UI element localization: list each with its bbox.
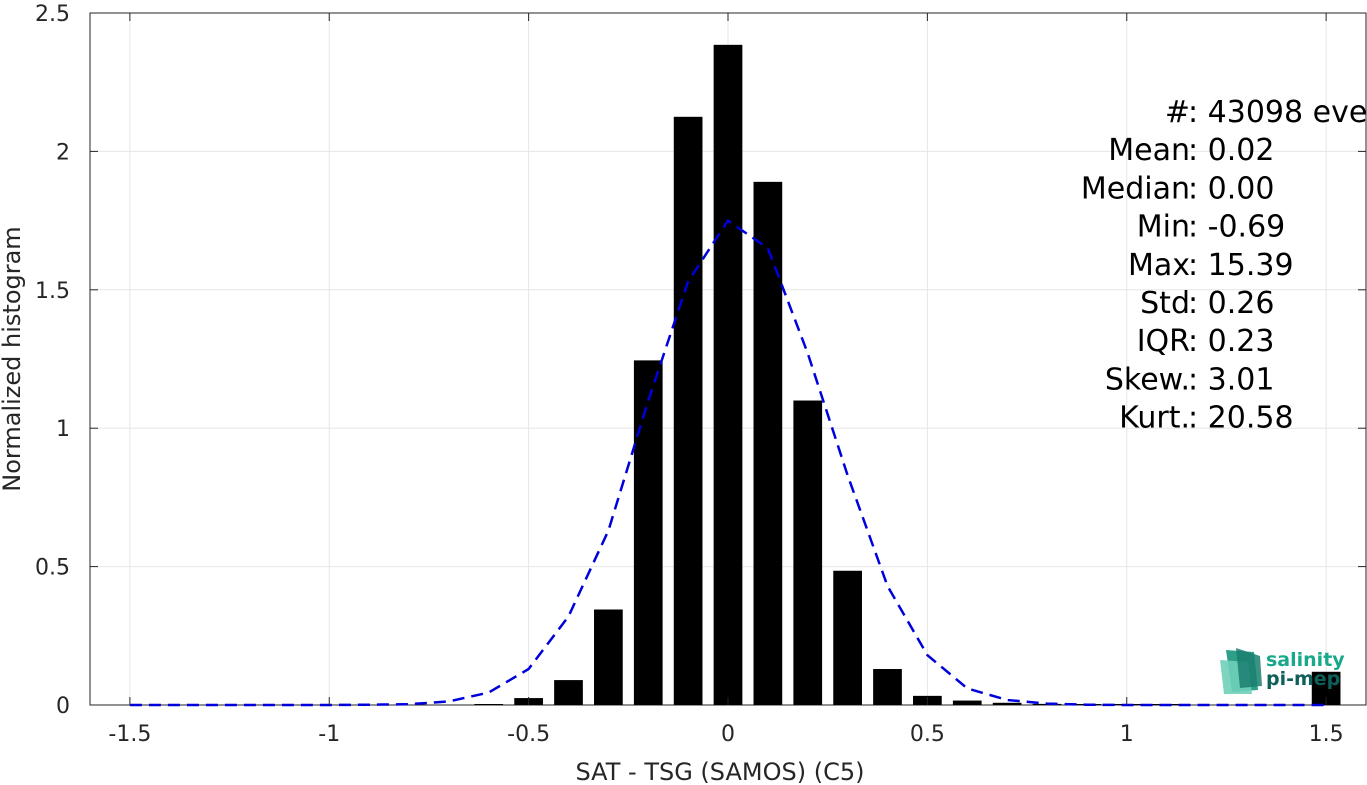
stats-value: : -0.69 (1188, 210, 1285, 245)
histogram-bar (633, 360, 663, 705)
stats-label: # (1165, 95, 1190, 130)
y-tick-label: 2.5 (35, 2, 70, 27)
x-tick-label: 0.5 (910, 722, 945, 747)
histogram-bar (873, 669, 902, 705)
stats-label: Skew. (1105, 362, 1190, 397)
x-axis-label: SAT - TSG (SAMOS) (C5) (576, 758, 865, 785)
stats-value: : 15.39 (1188, 248, 1294, 283)
histogram-bar (753, 181, 783, 705)
stats-value: : 0.23 (1188, 324, 1274, 359)
stats-label: Std (1140, 286, 1190, 321)
y-tick-label: 2 (56, 140, 70, 165)
x-tick-label: 1.5 (1309, 722, 1344, 747)
x-tick-label: -1.5 (108, 722, 151, 747)
stats-label: IQR (1137, 324, 1190, 359)
histogram-bar (673, 116, 703, 706)
histogram-bar (713, 44, 743, 705)
y-tick-label: 0.5 (35, 556, 70, 581)
histogram-bar (992, 702, 1022, 705)
logo-text-line1: salinity (1266, 649, 1345, 671)
logo-wave-icon (1220, 648, 1262, 694)
axis-ticks: -1.5 -1 -0.5 0 0.5 1 1.5 0 0.5 1 1.5 2 2.5 (35, 2, 1366, 747)
histogram-bar (952, 700, 982, 705)
salinity-pimep-logo: salinity pi-mep (1220, 648, 1345, 694)
y-tick-label: 1.5 (35, 279, 70, 304)
x-tick-label: 0 (721, 722, 735, 747)
y-tick-label: 0 (56, 694, 70, 719)
x-tick-label: -1 (318, 722, 340, 747)
histogram-bar (554, 680, 583, 705)
stats-label: Max (1128, 248, 1190, 283)
stats-label: Min (1137, 210, 1190, 245)
stats-value: : 3.01 (1188, 362, 1274, 397)
y-tick-label: 1 (56, 417, 70, 442)
stats-label: Median (1081, 171, 1190, 206)
stats-value: : 0.00 (1188, 171, 1274, 206)
y-axis-label: Normalized histogram (0, 226, 26, 491)
stats-label: Kurt. (1119, 401, 1190, 436)
logo-text-line2: pi-mep (1266, 668, 1340, 690)
histogram-bar (793, 400, 823, 705)
stats-label: Mean (1108, 133, 1190, 168)
histogram-bar (833, 570, 862, 705)
stats-value: : 0.26 (1188, 286, 1274, 321)
histogram-bar (594, 609, 623, 705)
x-tick-label: -0.5 (507, 722, 550, 747)
histogram-bar (474, 704, 504, 705)
stats-value: : 0.02 (1188, 133, 1274, 168)
x-tick-label: 1 (1120, 722, 1134, 747)
histogram-bars (474, 44, 1341, 706)
stats-value: : 20.58 (1188, 401, 1294, 436)
stats-value: : 43098 events (1188, 95, 1367, 130)
